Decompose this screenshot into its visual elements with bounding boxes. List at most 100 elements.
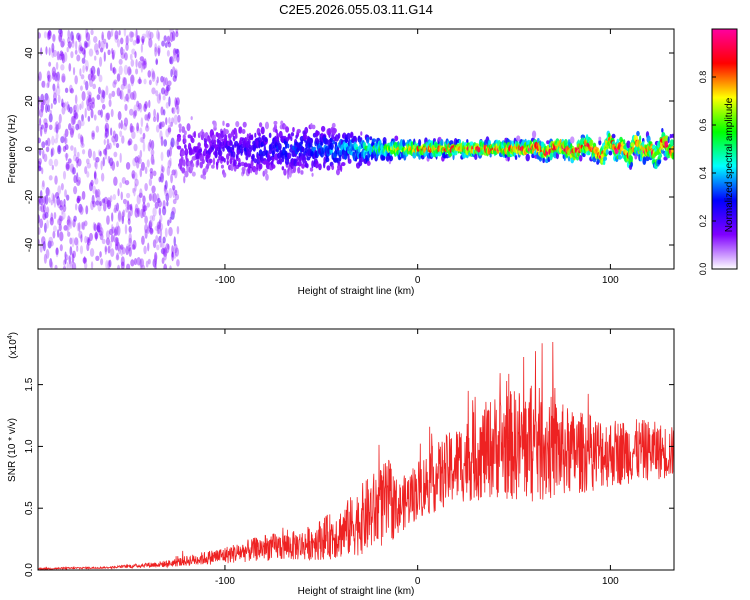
spectrogram-cell xyxy=(58,29,63,35)
spectrogram-cell xyxy=(42,149,45,160)
spectrogram-cell xyxy=(135,38,140,45)
spectrogram-cell xyxy=(171,245,175,255)
spectrogram-cell xyxy=(80,221,85,230)
spectrogram-cell xyxy=(158,235,162,243)
spectrogram-cell xyxy=(90,108,94,119)
spectrogram-cell xyxy=(199,161,204,169)
spectrogram-cell xyxy=(262,160,268,165)
spectrogram-cell xyxy=(83,49,86,59)
spectrogram-cell xyxy=(48,61,52,67)
spectrogram-cell xyxy=(164,227,168,238)
spectrogram-cell xyxy=(133,104,138,114)
spectrogram-cell xyxy=(52,225,57,233)
snr-y-tick-label: 0.0 xyxy=(24,563,35,577)
spectrogram-cell xyxy=(112,81,117,88)
spectrogram-cell xyxy=(156,29,160,40)
spectrogram-cell xyxy=(311,172,314,177)
spectrogram-cell xyxy=(149,167,154,174)
spectrogram-cell xyxy=(67,29,71,39)
snr-y-multiplier-exp: 4 xyxy=(7,335,14,339)
spectrogram-cell xyxy=(44,211,49,219)
spectrogram-cell xyxy=(103,196,108,205)
spectrogram-cell xyxy=(128,68,132,75)
spectrogram-cell xyxy=(125,161,131,170)
spectrogram-cell xyxy=(160,106,164,116)
spectrogram-cell xyxy=(137,102,142,110)
spectrogram-cell xyxy=(143,245,147,255)
spectrogram-cell xyxy=(347,158,352,164)
spectrogram-cell xyxy=(81,114,84,122)
spectrogram-cell xyxy=(667,136,670,144)
spectrogram-cell xyxy=(213,139,217,144)
spectrogram-cell xyxy=(52,230,56,239)
spectrogram-cell xyxy=(45,249,50,259)
spectrogram-cell xyxy=(52,34,56,42)
spectrogram-cell xyxy=(168,226,173,237)
spectrogram-cell xyxy=(78,44,83,54)
spectrogram-cell xyxy=(146,226,150,234)
spectrogram-cell xyxy=(140,117,144,128)
spectrogram-cell xyxy=(97,222,102,233)
spectrogram-cell xyxy=(167,124,172,135)
spectrogram-cell xyxy=(136,122,140,132)
spectrogram-cell xyxy=(41,80,46,88)
colorbar-tick-label: 0.8 xyxy=(698,71,708,84)
spectrogram-cell xyxy=(212,157,216,166)
spectrogram-cell xyxy=(208,158,213,164)
spectrogram-cell xyxy=(107,260,111,269)
spectrogram-cell xyxy=(114,68,117,74)
spectrogram-cell xyxy=(525,153,530,162)
spectrogram-cell xyxy=(165,128,170,138)
spectrogram-cell xyxy=(80,136,83,143)
spectrogram-cell xyxy=(286,143,290,149)
spectrogram-cell xyxy=(240,151,243,156)
spectrogram-cell xyxy=(175,97,180,106)
spectrogram-cell xyxy=(59,50,64,57)
spectrogram-cell xyxy=(111,223,114,233)
snr-x-label: Height of straight line (km) xyxy=(298,586,415,597)
snr-x-tick-label: 100 xyxy=(602,576,619,587)
spectrogram-cell xyxy=(264,168,268,175)
spectrogram-cell xyxy=(162,109,166,116)
spectrogram-cell xyxy=(394,135,399,142)
spectrogram-cell xyxy=(217,132,222,140)
spectrogram-cell xyxy=(110,127,113,136)
spectrogram-cell xyxy=(169,147,172,157)
spectrogram-cell xyxy=(154,225,159,232)
spectrogram-cell xyxy=(233,159,237,167)
spectrogram-cell xyxy=(163,139,168,147)
spectrogram-cell xyxy=(540,141,545,148)
spectrogram-cell xyxy=(605,149,609,156)
spectrogram-cell xyxy=(74,94,78,105)
spectrogram-cell xyxy=(40,102,44,109)
spectrogram-cell xyxy=(142,60,146,70)
spectrogram-cell xyxy=(85,29,89,38)
spectrogram-cell xyxy=(69,106,73,114)
spectrogram-cell xyxy=(80,74,85,80)
spectrogram-cell xyxy=(98,86,101,95)
spectrogram-cell xyxy=(111,90,116,98)
spectrogram-cell xyxy=(82,257,87,264)
spectrogram-cell xyxy=(113,79,118,85)
spectrogram-cell xyxy=(72,167,76,175)
spectrogram-cell xyxy=(567,156,571,162)
spectrogram-cell xyxy=(110,248,115,257)
spectrogram-cell xyxy=(98,74,103,83)
spectrogram-cell xyxy=(56,71,60,82)
spectrogram-cell xyxy=(117,111,122,121)
spectrogram-cell xyxy=(181,167,186,174)
spectrogram-cell xyxy=(61,98,64,107)
spectrogram-cell xyxy=(311,160,314,169)
spectrogram-cell xyxy=(119,130,123,137)
spectrogram-cell xyxy=(96,94,101,100)
spectrogram-cell xyxy=(119,182,123,188)
spectrogram-cell xyxy=(156,94,161,104)
spectrogram-cell xyxy=(156,244,160,251)
spectrogram-cell xyxy=(171,117,175,124)
spectrogram-cell xyxy=(170,210,175,220)
spectrogram-cell xyxy=(252,154,255,162)
spectrogram-cell xyxy=(271,150,275,158)
spectrogram-cell xyxy=(147,111,151,120)
spectrogram-cell xyxy=(59,205,64,211)
spectrogram-cell xyxy=(268,132,272,139)
